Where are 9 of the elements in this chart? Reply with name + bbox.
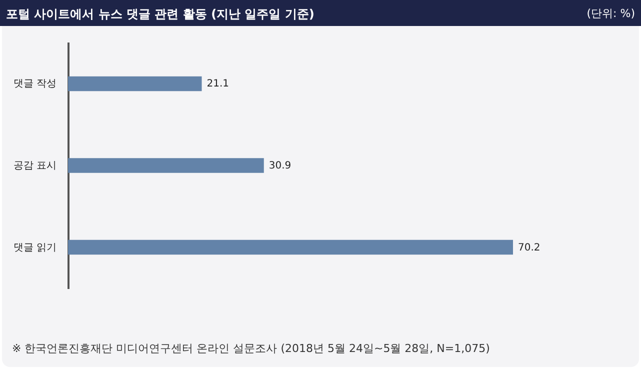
data-label: 21.1 (206, 78, 230, 90)
y-tick-label: 댓글 읽기 (13, 242, 56, 254)
y-tick-label: 댓글 작성 (13, 78, 56, 90)
text: (단위: %) (586, 6, 635, 21)
y-tick-label: 공감 표시 (13, 160, 56, 172)
text: ※ 한국언론진흥재단 미디어연구센터 온라인 설문조사 (2018년 5월 24일~5월 28일, N=1,075) (12, 341, 490, 356)
data-label: 30.9 (268, 160, 292, 172)
chart-title: 포털 사이트에서 뉴스 댓글 관련 활동 (지난 일주일 기준) (6, 6, 314, 23)
data-label: 70.2 (518, 242, 540, 254)
